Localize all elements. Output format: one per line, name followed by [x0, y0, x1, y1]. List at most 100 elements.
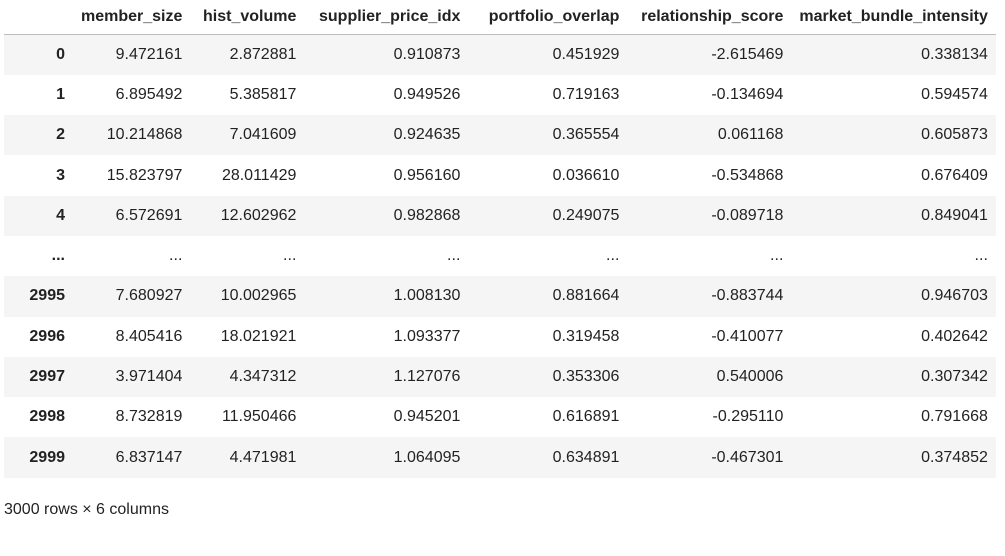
- table-cell: -0.295110: [712, 408, 784, 426]
- table-row: 2999 6.837147 4.471981 1.064095 0.634891 -0.4…: [4, 437, 996, 478]
- table-cell: 1.093377: [393, 327, 461, 345]
- table-cell: 7.041609: [229, 126, 297, 144]
- table-cell: 0.365554: [552, 126, 620, 144]
- table-cell: -0.410077: [711, 327, 784, 345]
- table-cell: 11.950466: [221, 408, 297, 426]
- table-cell: 0.451929: [552, 45, 620, 63]
- table-cell: 9.472161: [115, 45, 183, 63]
- table-cell: 0.338134: [921, 45, 988, 63]
- row-index: 1: [56, 85, 65, 103]
- table-cell: 1.064095: [393, 448, 461, 466]
- table-cell: 1.127076: [393, 368, 461, 386]
- table-cell: 18.021921: [220, 327, 297, 345]
- table-cell: 0.910873: [393, 45, 461, 63]
- table-cell: 0.849041: [921, 206, 988, 224]
- table-cell: 6.837147: [115, 448, 183, 466]
- table-cell: 28.011429: [221, 166, 297, 184]
- table-cell: -0.534868: [711, 166, 784, 184]
- table-cell: 0.791668: [921, 408, 988, 426]
- table-cell: 0.540006: [716, 368, 784, 386]
- column-header-market-bundle-intensity: market_bundle_intensity: [791, 0, 996, 35]
- table-cell: 6.895492: [115, 85, 183, 103]
- table-row: 2997 3.971404 4.347312 1.127076 0.353306 0.54…: [4, 356, 996, 398]
- row-index: 3: [56, 166, 65, 184]
- table-cell: -0.467301: [711, 448, 784, 466]
- table-cell: 0.881664: [552, 287, 620, 305]
- table-row: 2996 8.405416 18.021921 1.093377 0.319458 -0.…: [4, 316, 996, 357]
- table-cell: 0.402642: [921, 327, 988, 345]
- table-cell: 0.353306: [552, 368, 620, 386]
- table-cell: 0.249075: [552, 206, 620, 224]
- table-row: 0 9.472161 2.872881 0.910873 0.451929 -2.6154…: [4, 34, 996, 75]
- dataframe-shape-label: 3000 rows × 6 columns: [4, 501, 169, 518]
- table-cell: 10.002965: [220, 287, 297, 305]
- table-cell: 15.823797: [106, 166, 183, 184]
- table-row: 2995 7.680927 10.002965 1.008130 0.881664 -0.…: [4, 276, 996, 317]
- table-cell: 4.347312: [229, 368, 297, 386]
- dataframe-output: member_size hist_volume supplier_price_i…: [4, 0, 996, 478]
- table-cell: 0.307342: [921, 368, 988, 386]
- column-header-relationship-score: relationship_score: [627, 0, 792, 35]
- table-cell: 1.008130: [393, 287, 461, 305]
- table-cell: 0.945201: [393, 408, 461, 426]
- table-cell: 0.634891: [552, 448, 620, 466]
- table-cell: 0.605873: [921, 126, 988, 144]
- column-header-member-size: member_size: [73, 0, 191, 35]
- table-cell: 2.872881: [229, 45, 297, 63]
- table-cell: 8.732819: [115, 408, 183, 426]
- table-cell: -0.883744: [711, 287, 784, 305]
- table-row: 1 6.895492 5.385817 0.949526 0.719163 -0.1346…: [4, 74, 996, 116]
- table-cell: -0.134694: [711, 85, 784, 103]
- table-cell: ...: [974, 247, 988, 265]
- table-cell: 0.719163: [552, 85, 620, 103]
- row-index: 4: [56, 206, 65, 224]
- table-cell: 3.971404: [115, 368, 183, 386]
- row-index: 2995: [29, 287, 65, 305]
- table-header: member_size hist_volume supplier_price_i…: [4, 0, 996, 35]
- table-row: 3 15.823797 28.011429 0.956160 0.036610 -0.53…: [4, 155, 996, 196]
- column-header-hist-volume: hist_volume: [190, 0, 305, 35]
- table-cell: 0.924635: [393, 126, 461, 144]
- row-index: 2996: [29, 327, 65, 345]
- table-cell: 0.949526: [393, 85, 461, 103]
- header-row: member_size hist_volume supplier_price_i…: [4, 0, 996, 35]
- table-cell: ...: [283, 247, 297, 265]
- column-header-portfolio-overlap: portfolio_overlap: [468, 0, 628, 35]
- table-cell: ...: [770, 247, 784, 265]
- table-cell: 0.616891: [552, 408, 620, 426]
- table-cell: 4.471981: [229, 448, 297, 466]
- table-cell: 0.676409: [921, 166, 988, 184]
- row-index: 0: [56, 45, 65, 63]
- index-header: [4, 0, 73, 35]
- row-index: 2997: [29, 368, 65, 386]
- table-cell: -2.615469: [711, 45, 784, 63]
- table-cell: -0.089718: [711, 206, 784, 224]
- table-cell: ...: [606, 247, 620, 265]
- dataframe-table: member_size hist_volume supplier_price_i…: [4, 0, 996, 478]
- table-cell: 0.061168: [717, 126, 784, 144]
- table-cell: 12.602962: [220, 206, 297, 224]
- table-cell: 0.594574: [921, 85, 988, 103]
- table-cell: 0.946703: [921, 287, 988, 305]
- table-cell: 0.036610: [552, 166, 620, 184]
- table-cell: 10.214868: [106, 126, 183, 144]
- row-index: 2: [56, 126, 65, 144]
- table-row: 4 6.572691 12.602962 0.982868 0.249075 -0.089…: [4, 195, 996, 236]
- table-row: 2998 8.732819 11.950466 0.945201 0.616891 -0.…: [4, 397, 996, 438]
- table-cell: ...: [447, 247, 461, 265]
- table-cell: 8.405416: [115, 327, 183, 345]
- table-body: 0 9.472161 2.872881 0.910873 0.451929 -2.6154…: [4, 34, 996, 478]
- table-cell: 6.572691: [115, 206, 183, 224]
- column-header-supplier-price-idx: supplier_price_idx: [304, 0, 469, 35]
- table-cell: 0.319458: [552, 327, 620, 345]
- table-row: .....................: [4, 235, 996, 277]
- table-cell: 5.385817: [229, 85, 297, 103]
- table-cell: 7.680927: [115, 287, 183, 305]
- row-index: 2998: [29, 408, 65, 426]
- row-index: 2999: [29, 448, 65, 466]
- table-cell: ...: [169, 247, 183, 265]
- table-cell: 0.956160: [393, 166, 461, 184]
- table-cell: 0.374852: [921, 448, 988, 466]
- row-index: ...: [51, 247, 65, 265]
- table-cell: 0.982868: [393, 206, 461, 224]
